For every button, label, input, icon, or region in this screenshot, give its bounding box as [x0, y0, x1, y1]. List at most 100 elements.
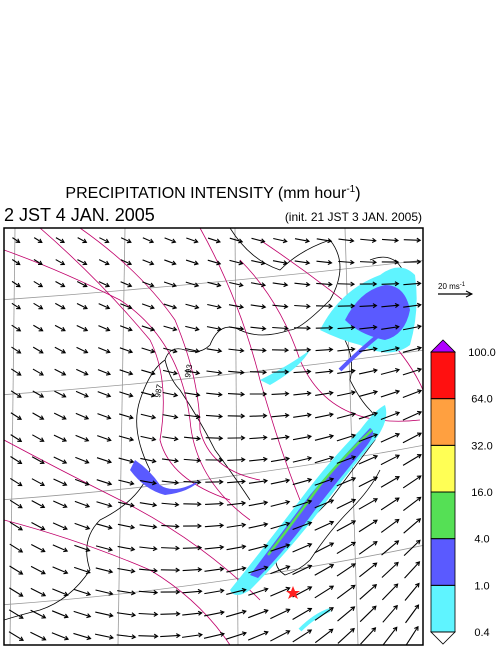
wind-arrow — [249, 437, 266, 438]
wind-arrow — [337, 585, 355, 598]
wind-arrow — [160, 614, 179, 615]
wind-arrow — [52, 633, 68, 639]
wind-arrow — [359, 499, 377, 509]
wind-arrow — [227, 460, 244, 461]
colorbar-label: 64.0 — [471, 394, 492, 406]
wind-arrow — [381, 520, 398, 533]
wind-arrow — [31, 588, 45, 595]
wind-arrow — [31, 544, 44, 551]
wind-arrow — [404, 240, 420, 241]
wind-arrow — [250, 416, 267, 417]
colorbar-bin — [431, 399, 455, 446]
colorbar-bin — [431, 492, 455, 539]
wind-arrow — [403, 391, 421, 398]
wind-arrow — [383, 627, 396, 644]
wind-arrow — [248, 632, 268, 640]
wind-arrow — [403, 455, 421, 466]
wind-arrow — [139, 591, 157, 592]
wind-arrow — [315, 543, 334, 553]
wind-arrow — [316, 283, 332, 284]
colorbar-label: 4.0 — [474, 534, 489, 546]
wind-arrow — [294, 371, 311, 372]
wind-arrow — [182, 591, 201, 593]
wind-arrow — [359, 542, 377, 555]
wind-arrow — [381, 434, 399, 442]
wind-arrow — [403, 497, 420, 510]
wind-arrow — [270, 588, 289, 596]
colorbar-label: 1.0 — [474, 580, 489, 592]
wind-arrow — [9, 632, 23, 641]
wind-arrow — [337, 564, 355, 576]
wind-arrow — [272, 394, 289, 395]
wind-arrow — [381, 498, 399, 510]
wind-arrow — [293, 544, 312, 552]
precipitation — [130, 268, 417, 631]
colorbar-bin — [431, 539, 455, 586]
wind-arrow — [250, 349, 266, 350]
wind-arrow — [9, 610, 23, 618]
wind-arrow — [406, 627, 418, 645]
wind-arrow — [293, 630, 312, 642]
wind-arrow — [248, 589, 267, 596]
wind-arrow — [272, 328, 288, 329]
wind-arrow — [31, 610, 46, 617]
wind-arrow — [270, 609, 289, 618]
wind-arrow — [294, 306, 310, 307]
wind-arrow — [160, 635, 180, 636]
wind-arrow — [10, 566, 23, 574]
wind-arrow — [206, 415, 222, 416]
wind-arrow — [403, 476, 421, 488]
wind-arrow — [382, 239, 398, 240]
wind-arrow — [338, 607, 355, 621]
wind-arrow — [359, 520, 377, 531]
wind-arrow — [161, 525, 178, 526]
contour-label: 993 — [183, 363, 194, 378]
wind-arrow — [338, 284, 354, 285]
wind-arrow — [337, 521, 355, 531]
colorbar-bin — [431, 445, 455, 492]
map: 987 993 — [0, 228, 425, 645]
wind-arrow — [227, 546, 246, 549]
wind-arrow — [270, 566, 289, 573]
wind-arrow — [381, 391, 399, 397]
wind-arrow — [381, 455, 399, 464]
wind-arrow — [315, 629, 332, 642]
title: PRECIPITATION INTENSITY (mm hour-1) — [65, 184, 360, 202]
wind-arrow — [382, 584, 397, 600]
wind-arrow — [337, 542, 355, 553]
wind-arrow — [359, 563, 376, 577]
wind-arrow — [382, 541, 399, 555]
wind-arrow — [382, 284, 399, 285]
wind-arrow — [226, 611, 246, 617]
wind-arrow — [360, 262, 376, 263]
wind-arrow — [404, 519, 421, 533]
wind-arrow — [361, 628, 376, 644]
wind-arrow — [381, 477, 399, 488]
wind-arrow — [360, 606, 376, 621]
wind-arrow — [316, 349, 333, 350]
init-time: (init. 21 JST 3 JAN. 2005) — [285, 210, 422, 224]
wind-arrow — [270, 631, 289, 641]
reference-label: 20 ms-1 — [438, 282, 466, 291]
contour-label: 987 — [153, 383, 164, 398]
wind-arrow — [403, 433, 421, 442]
wind-arrow — [250, 372, 266, 373]
wind-arrow — [183, 569, 202, 570]
wind-arrow — [227, 481, 245, 482]
valid-time: 2 JST 4 JAN. 2005 — [4, 205, 155, 225]
wind-arrow — [360, 585, 376, 600]
wind-arrow — [359, 477, 377, 486]
colorbar-bin — [431, 352, 455, 399]
wind-arrow — [10, 544, 23, 552]
wind-arrow — [228, 394, 244, 395]
wind-arrow — [406, 605, 419, 623]
colorbar-label: 16.0 — [471, 487, 492, 499]
wind-arrow — [30, 632, 45, 640]
wind-arrow — [226, 633, 246, 639]
wind-arrow — [139, 613, 158, 614]
colorbar-under — [431, 632, 455, 644]
wind-arrow — [315, 565, 334, 576]
wind-arrow — [315, 586, 333, 598]
wind-arrow — [161, 548, 179, 549]
